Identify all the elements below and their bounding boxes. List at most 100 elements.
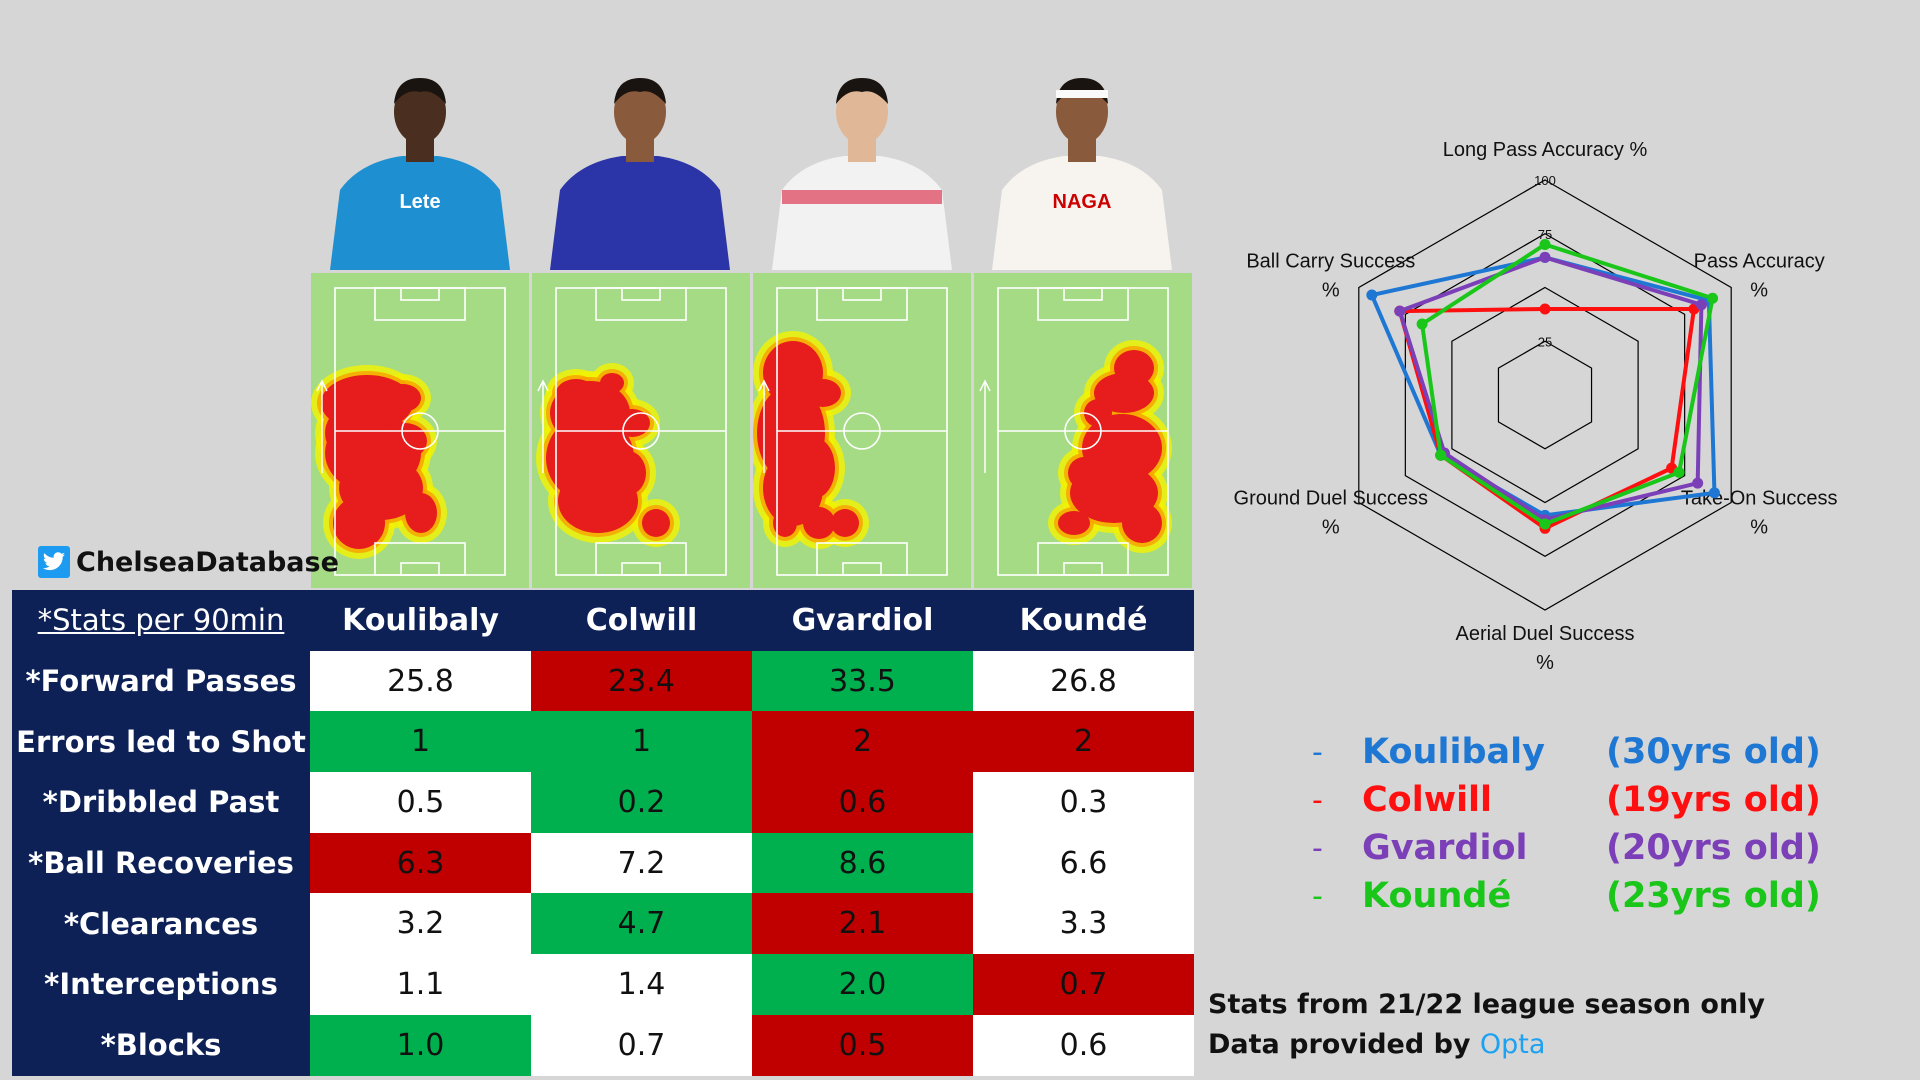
legend-name: Colwill [1362,780,1493,820]
column-header-colwill: Colwill [531,590,752,651]
heat-zone-red [385,384,421,412]
legend-dash: - [1312,734,1323,770]
legend-age: (23yrs old) [1606,876,1821,916]
heat-zone-red [1114,350,1154,386]
heat-zone-red [1068,457,1100,489]
heat-zone-red [773,509,797,537]
stats-table: *Stats per 90min Koulibaly Colwill Gvard… [12,590,1194,1076]
radar-axis-label: Take-On Success [1681,488,1838,510]
jersey [550,156,730,270]
brand-handle: ChelseaDatabase [38,545,339,579]
table-cell: 0.5 [752,1014,973,1076]
direction-arrowhead [316,379,328,392]
radar-point [1366,289,1378,301]
pitch-box-bottom [1037,542,1129,576]
row-label-ball-recoveries: *Ball Recoveries [12,832,310,894]
legend-dash: - [1312,782,1323,818]
radar-grid-ring [1451,286,1639,504]
player-photo-colwill [540,70,740,270]
source-notes: Stats from 21/22 league season only Data… [1208,985,1765,1065]
sponsor-text: NAGA [1053,191,1112,213]
table-cell: 1.0 [310,1014,531,1076]
radar-tick-label: 100 [1534,173,1556,188]
pitch-six-bottom [842,562,882,576]
table-cell: 33.5 [752,650,973,712]
legend-item: - Koundé (23yrs old) [1312,872,1821,920]
table-cell: 2 [973,711,1194,773]
radar-axis-label: % [1750,517,1768,539]
direction-arrowhead [758,379,770,392]
column-header-koulibaly: Koulibaly [310,590,531,651]
player-photo-gvardiol [762,70,962,270]
provider-note: Data provided by Opta [1208,1025,1765,1065]
pitch-six-top [400,287,440,301]
twitter-bird-icon [38,546,70,578]
table-cell: 1 [531,711,752,773]
heat-zone-red [333,497,385,549]
row-label-forward-passes: *Forward Passes [12,650,310,712]
legend-item: - Colwill (19yrs old) [1312,776,1821,824]
row-label-clearances: *Clearances [12,893,310,955]
provider-name: Opta [1479,1029,1546,1060]
pitch-box-bottom [374,542,466,576]
radar-point [1695,299,1707,311]
row-label-errors-led-to-shot: Errors led to Shot [12,711,310,773]
pitch-centre-circle [401,412,439,450]
table-cell: 0.7 [973,954,1194,1015]
direction-arrowhead [979,379,991,392]
head [614,80,666,144]
table-cell: 0.3 [973,772,1194,833]
headband [1056,90,1108,98]
provider-prefix: Data provided by [1208,1029,1471,1060]
table-cell: 26.8 [973,650,1194,712]
table-cell: 1 [310,711,531,773]
sponsor-text: Lete [399,191,440,213]
season-note: Stats from 21/22 league season only [1208,989,1766,1020]
row-label-interceptions: *Interceptions [12,954,310,1015]
legend-age: (20yrs old) [1606,828,1821,868]
pitch-box-top [374,287,466,321]
radar-axis-label: Ground Duel Success [1234,488,1429,510]
radar-axis-label: % [1322,280,1340,302]
pitch-centre-circle [622,412,660,450]
table-cell: 0.7 [531,1014,752,1076]
hair [614,78,666,104]
jersey [772,156,952,270]
heat-zone-red [600,373,624,393]
radar-axis-label: Aerial Duel Success [1456,623,1635,645]
legend-dash: - [1312,830,1323,866]
legend-item: - Koulibaly (30yrs old) [1312,728,1821,776]
table-cell: 3.2 [310,893,531,955]
direction-arrowhead [537,379,549,392]
jersey [992,156,1172,270]
radar-point [1708,487,1720,499]
column-header-gvardiol: Gvardiol [752,590,973,651]
legend-age: (30yrs old) [1606,732,1821,772]
pitch-centre-circle [843,412,881,450]
radar-tick-label: 75 [1538,227,1552,242]
pitch-six-top [1063,287,1103,301]
pitch-six-top [842,287,882,301]
table-cell: 4.7 [531,893,752,955]
pitch-box-bottom [595,542,687,576]
row-label-blocks: *Blocks [12,1014,310,1076]
hair [836,78,888,104]
table-cell: 1.1 [310,954,531,1015]
column-header-kounde: Koundé [973,590,1194,651]
radar-point [1673,466,1685,478]
hair [394,78,446,104]
pitch-centre-circle [1064,412,1102,450]
radar-point [1416,318,1428,330]
radar-axis-label: % [1750,280,1768,302]
heat-zone-red [610,451,646,495]
radar-point [1539,303,1551,315]
radar-point [1394,305,1406,317]
radar-grid-ring [1358,179,1732,611]
legend-name: Koundé [1362,876,1512,916]
pitch-box-bottom [816,542,908,576]
brand-handle-text: ChelseaDatabase [76,546,339,578]
heatmap-kounde [974,273,1192,588]
heat-zone-red [1122,503,1162,543]
table-cell: 0.6 [752,772,973,833]
table-cell: 0.6 [973,1014,1194,1076]
